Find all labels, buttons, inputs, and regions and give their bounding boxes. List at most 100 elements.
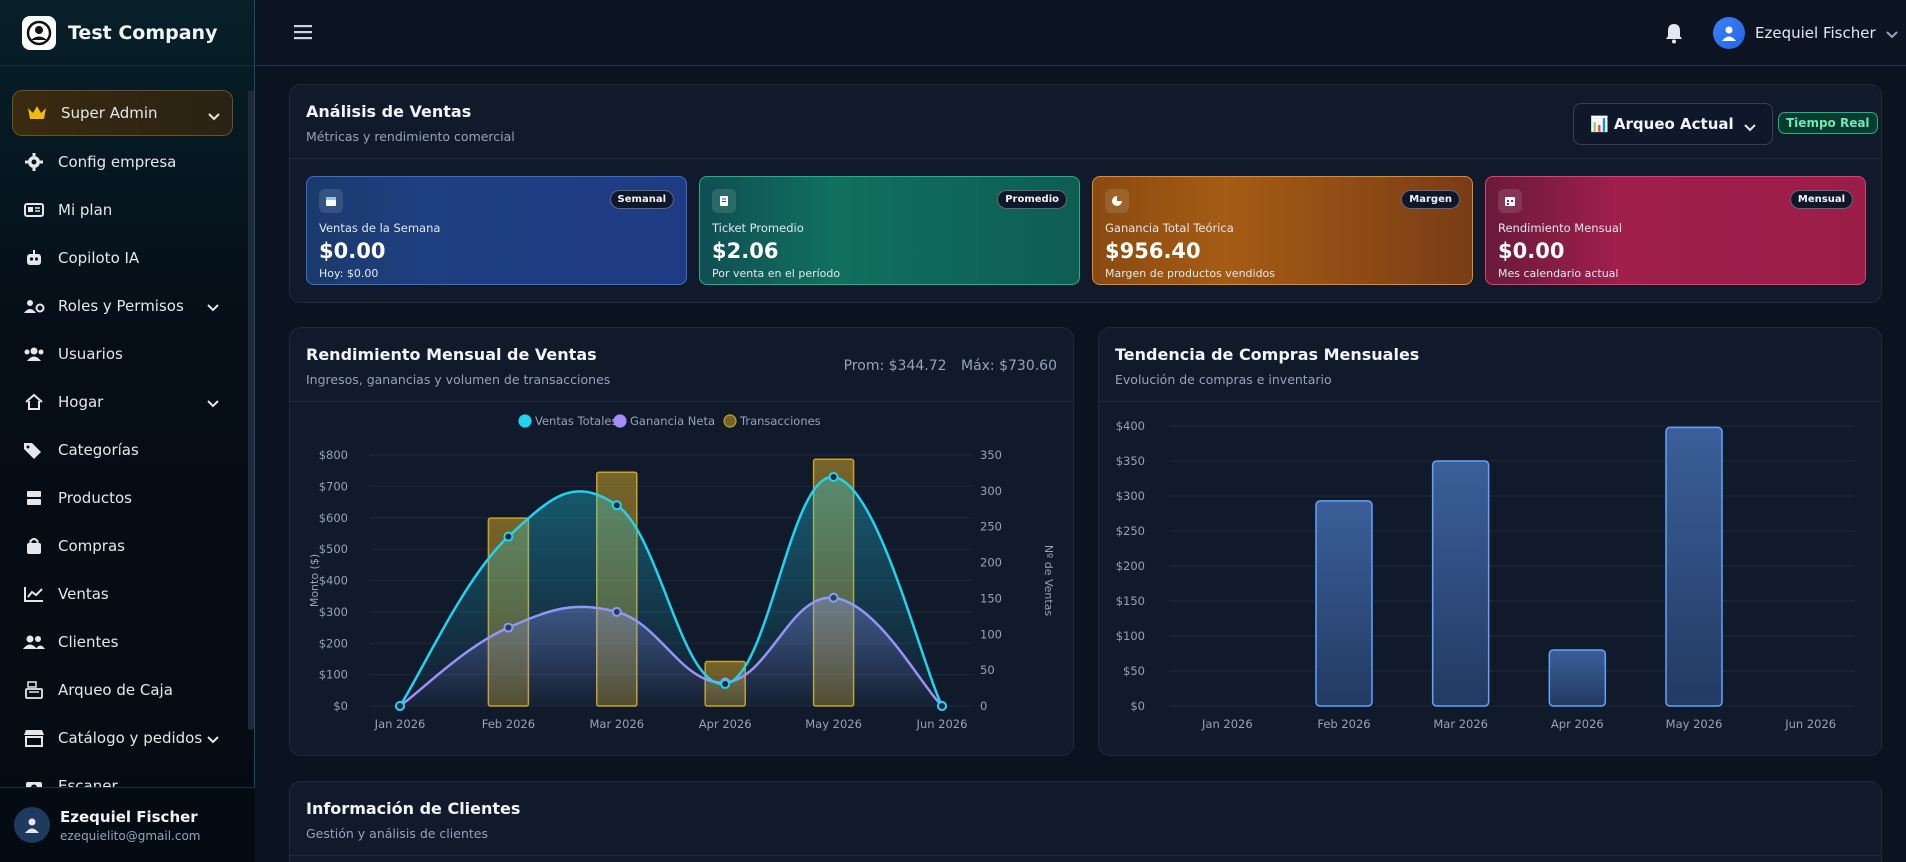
sidebar-item-ventas[interactable]: Ventas bbox=[0, 570, 245, 618]
cash-register-icon bbox=[22, 680, 46, 700]
sidebar-item-compras[interactable]: Compras bbox=[0, 522, 245, 570]
legend-marker bbox=[613, 414, 627, 428]
calendar-icon bbox=[319, 189, 343, 213]
kpi-card-theoretical-profit: Margen Ganancia Total Teórica $956.40 Ma… bbox=[1092, 176, 1473, 285]
kpi-label: Ticket Promedio bbox=[712, 221, 804, 235]
x-tick-label: Apr 2026 bbox=[1551, 717, 1604, 731]
y2-tick-label: 0 bbox=[980, 699, 987, 713]
sidebar-item-arqueo-caja[interactable]: Arqueo de Caja bbox=[0, 666, 245, 714]
x-tick-label: Jan 2026 bbox=[374, 717, 426, 731]
kpi-sub: Margen de productos vendidos bbox=[1105, 267, 1276, 280]
y2-axis-title: Nº de Ventas bbox=[1042, 545, 1055, 617]
purchase-bar bbox=[1315, 500, 1373, 707]
kpi-badge: Mensual bbox=[1789, 190, 1853, 209]
monthly-performance-chart[interactable]: $0 $100 $200 $300 $400 $500 $600 $700 $800 0 50 100… bbox=[290, 403, 1073, 755]
x-tick-label: Feb 2026 bbox=[1317, 717, 1370, 731]
sidebar-item-categorias[interactable]: Categorías bbox=[0, 426, 245, 474]
y-tick-label: $0 bbox=[333, 699, 348, 713]
sidebar-item-label: Copiloto IA bbox=[58, 249, 140, 267]
legend-label: Ventas Totales bbox=[535, 414, 617, 428]
sidebar-item-label: Super Admin bbox=[61, 104, 158, 122]
y-tick-label: $0 bbox=[1130, 699, 1145, 713]
crown-icon bbox=[25, 103, 49, 123]
sidebar-item-config-empresa[interactable]: Config empresa bbox=[0, 138, 245, 186]
hamburger-menu-icon[interactable] bbox=[294, 24, 314, 44]
sidebar-item-catalogo-pedidos[interactable]: Catálogo y pedidos bbox=[0, 714, 245, 762]
legend-label: Transacciones bbox=[739, 414, 821, 428]
id-card-icon bbox=[22, 200, 46, 220]
arqueo-select[interactable]: 📊 Arqueo Actual bbox=[1573, 103, 1773, 145]
y2-tick-label: 350 bbox=[980, 448, 1002, 462]
data-point bbox=[720, 679, 731, 690]
y2-tick-label: 300 bbox=[980, 484, 1002, 498]
users-cog-icon bbox=[22, 296, 46, 316]
y-tick-label: $250 bbox=[1116, 524, 1145, 538]
user-menu[interactable]: Ezequiel Fischer bbox=[1713, 17, 1898, 49]
card-header: Información de Clientes Gestión y anális… bbox=[290, 782, 1881, 856]
chevron-down-icon bbox=[1885, 24, 1898, 43]
sidebar-item-label: Arqueo de Caja bbox=[58, 681, 173, 699]
sidebar-item-roles-permisos[interactable]: Roles y Permisos bbox=[0, 282, 245, 330]
kpi-sub: Hoy: $0.00 bbox=[319, 267, 379, 280]
x-tick-label: Apr 2026 bbox=[699, 717, 752, 731]
monthly-subtitle: Ingresos, ganancias y volumen de transac… bbox=[306, 372, 611, 387]
avatar bbox=[1713, 17, 1745, 49]
gear-icon bbox=[22, 152, 46, 172]
sidebar-item-super-admin[interactable]: Super Admin bbox=[12, 90, 233, 136]
topbar: Ezequiel Fischer bbox=[256, 0, 1906, 66]
x-tick-label: May 2026 bbox=[1666, 717, 1723, 731]
sidebar-item-clientes[interactable]: Clientes bbox=[0, 618, 245, 666]
sidebar-scrollbar[interactable] bbox=[248, 90, 254, 730]
purchases-trend-chart[interactable]: $0 $50 $100 $150 $200 $250 $300 $350 $400 Jan 202… bbox=[1099, 403, 1881, 755]
realtime-badge: Tiempo Real bbox=[1778, 112, 1878, 134]
series-line bbox=[398, 475, 944, 707]
sidebar-item-label: Productos bbox=[58, 489, 132, 507]
sidebar-item-mi-plan[interactable]: Mi plan bbox=[0, 186, 245, 234]
x-tick-label: Mar 2026 bbox=[589, 717, 644, 731]
y2-tick-label: 150 bbox=[980, 591, 1002, 605]
y-tick-label: $350 bbox=[1116, 454, 1145, 468]
kpi-card-avg-ticket: Promedio Ticket Promedio $2.06 Por venta… bbox=[699, 176, 1080, 285]
y2-tick-label: 250 bbox=[980, 520, 1002, 534]
legend-label: Ganancia Neta bbox=[630, 414, 715, 428]
sidebar-item-copiloto-ia[interactable]: Copiloto IA bbox=[0, 234, 245, 282]
kpi-label: Ventas de la Semana bbox=[319, 221, 441, 235]
y-tick-label: $300 bbox=[319, 605, 348, 619]
notification-bell-icon[interactable] bbox=[1664, 22, 1684, 48]
brand[interactable]: Test Company bbox=[0, 0, 254, 66]
sidebar-item-label: Roles y Permisos bbox=[58, 297, 184, 315]
sidebar-item-label: Clientes bbox=[58, 633, 119, 651]
data-point bbox=[395, 701, 405, 711]
data-point bbox=[828, 471, 839, 482]
y-tick-label: $200 bbox=[1116, 559, 1145, 573]
sidebar-item-label: Compras bbox=[58, 537, 125, 555]
user-name: Ezequiel Fischer bbox=[1755, 24, 1876, 42]
sidebar-item-label: Ventas bbox=[58, 585, 109, 603]
company-logo-icon bbox=[22, 15, 56, 50]
sidebar-user-profile[interactable]: Ezequiel Fischer ezequielito@gmail.com bbox=[0, 787, 255, 862]
purchases-subtitle: Evolución de compras e inventario bbox=[1115, 372, 1332, 387]
card-header: Análisis de Ventas Métricas y rendimient… bbox=[290, 85, 1881, 159]
chevron-down-icon bbox=[207, 394, 219, 412]
card-header: Rendimiento Mensual de Ventas Ingresos, … bbox=[290, 328, 1073, 402]
bag-icon bbox=[22, 536, 46, 556]
monthly-stats: Prom: $344.72 Máx: $730.60 bbox=[834, 358, 1057, 374]
y-tick-label: $400 bbox=[319, 574, 348, 588]
chevron-down-icon bbox=[207, 730, 219, 748]
kpi-badge: Promedio bbox=[997, 190, 1067, 209]
sidebar-item-productos[interactable]: Productos bbox=[0, 474, 245, 522]
kpi-label: Rendimiento Mensual bbox=[1498, 221, 1623, 235]
y-tick-label: $700 bbox=[319, 479, 348, 493]
users-icon bbox=[22, 344, 46, 364]
line-chart-icon bbox=[22, 584, 46, 604]
kpi-value: $0.00 bbox=[319, 239, 386, 263]
y-axis-title: Monto ($) bbox=[308, 554, 321, 607]
sidebar-item-hogar[interactable]: Hogar bbox=[0, 378, 245, 426]
purchase-bar bbox=[1548, 649, 1607, 707]
y-tick-label: $100 bbox=[1116, 629, 1145, 643]
x-tick-label: Mar 2026 bbox=[1433, 717, 1488, 731]
sidebar-nav: Super Admin Config empresa Mi plan Copil… bbox=[0, 88, 245, 810]
sidebar-item-usuarios[interactable]: Usuarios bbox=[0, 330, 245, 378]
card-header: Tendencia de Compras Mensuales Evolución… bbox=[1099, 328, 1881, 402]
data-point bbox=[937, 701, 947, 711]
